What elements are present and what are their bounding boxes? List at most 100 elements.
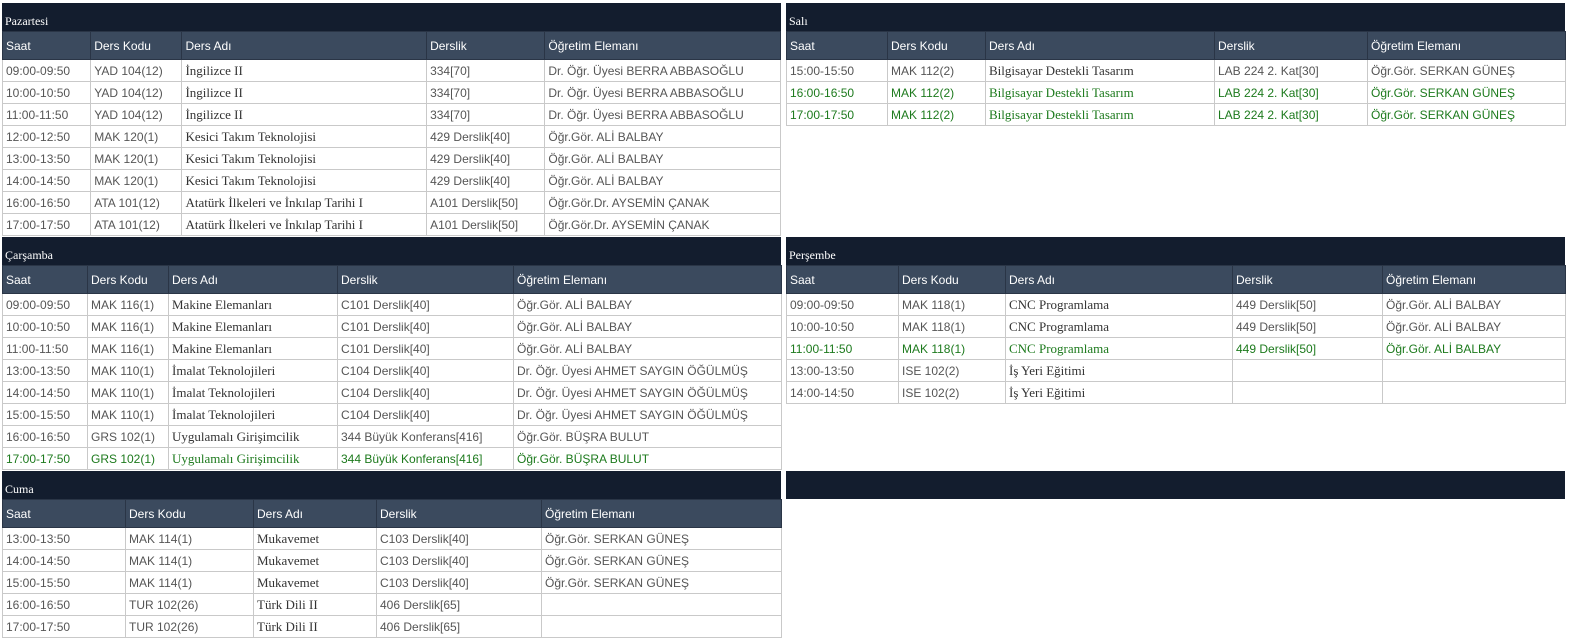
cell-room: C104 Derslik[40] [337, 381, 514, 404]
column-header-teacher: Öğretim Elemanı [544, 31, 781, 60]
cell-code: MAK 118(1) [898, 337, 1006, 360]
cell-teacher: Öğr.Gör. SERKAN GÜNEŞ [541, 549, 782, 572]
cell-room: C103 Derslik[40] [376, 527, 542, 550]
cell-time: 13:00-13:50 [786, 359, 899, 382]
cell-time: 17:00-17:50 [2, 615, 126, 638]
cell-room: 406 Derslik[65] [376, 615, 542, 638]
column-header-room: Derslik [1214, 31, 1368, 60]
table-row: 09:00-09:50 MAK 118(1) CNC Programlama 449 … [786, 293, 1566, 316]
cell-room: A101 Derslik[50] [426, 213, 546, 236]
cell-time: 15:00-15:50 [786, 59, 888, 82]
cell-room: 449 Derslik[50] [1232, 337, 1383, 360]
table-row: 09:00-09:50 MAK 116(1) Makine Elemanları C1… [2, 293, 782, 316]
cell-teacher: Öğr.Gör. BÜŞRA BULUT [513, 447, 782, 470]
cell-teacher: Öğr.Gör. ALİ BALBAY [1382, 337, 1566, 360]
cell-teacher: Dr. Öğr. Üyesi AHMET SAYGIN ÖĞÜLMÜŞ [513, 359, 782, 382]
cell-teacher: Öğr.Gör. SERKAN GÜNEŞ [1367, 59, 1566, 82]
cell-name: Kesici Takım Teknolojisi [181, 147, 428, 170]
column-header-code: Ders Kodu [87, 265, 169, 294]
cell-name: Makine Elemanları [168, 315, 338, 338]
cell-teacher [1382, 381, 1566, 404]
cell-code: MAK 112(2) [887, 81, 986, 104]
column-header-time: Saat [2, 265, 88, 294]
cell-name: Bilgisayar Destekli Tasarım [985, 103, 1215, 126]
cell-code: MAK 118(1) [898, 315, 1006, 338]
table-row: 15:00-15:50 MAK 114(1) Mukavemet C103 Dersl… [2, 571, 782, 594]
cell-room: 429 Derslik[40] [426, 125, 546, 148]
column-header-teacher: Öğretim Elemanı [1382, 265, 1566, 294]
cell-name: İngilizce II [181, 103, 428, 126]
cell-teacher [1382, 359, 1566, 382]
table-row: 17:00-17:50 ATA 101(12) Atatürk İlkeleri v… [1, 213, 781, 236]
cell-name: CNC Programlama [1005, 315, 1233, 338]
cell-room: C103 Derslik[40] [376, 549, 542, 572]
cell-time: 11:00-11:50 [2, 337, 88, 360]
cell-teacher: Dr. Öğr. Üyesi AHMET SAYGIN ÖĞÜLMÜŞ [513, 403, 782, 426]
cell-code: MAK 114(1) [125, 549, 254, 572]
column-header-row: Saat Ders Kodu Ders Adı Derslik Öğretim Elem… [1, 31, 781, 60]
cell-time: 13:00-13:50 [2, 527, 126, 550]
cell-code: MAK 120(1) [90, 147, 183, 170]
cell-code: MAK 116(1) [87, 337, 169, 360]
cell-time: 09:00-09:50 [786, 293, 899, 316]
column-header-row: Saat Ders Kodu Ders Adı Derslik Öğretim Elem… [2, 265, 782, 294]
table-row: 10:00-10:50 MAK 118(1) CNC Programlama 449 … [786, 315, 1566, 338]
schedule-table: Saat Ders Kodu Ders Adı Derslik Öğretim Elem… [2, 265, 782, 470]
cell-time: 16:00-16:50 [2, 593, 126, 616]
table-row: 15:00-15:50 MAK 112(2) Bilgisayar Destekli… [786, 59, 1566, 82]
cell-room: C101 Derslik[40] [337, 315, 514, 338]
column-header-row: Saat Ders Kodu Ders Adı Derslik Öğretim Elem… [786, 265, 1566, 294]
column-header-code: Ders Kodu [90, 31, 183, 60]
cell-name: CNC Programlama [1005, 337, 1233, 360]
column-header-room: Derslik [337, 265, 514, 294]
cell-teacher: Öğr.Gör. SERKAN GÜNEŞ [1367, 81, 1566, 104]
column-header-room: Derslik [1232, 265, 1383, 294]
cell-teacher: Öğr.Gör. ALİ BALBAY [513, 293, 782, 316]
cell-room: LAB 224 2. Kat[30] [1214, 81, 1368, 104]
column-header-teacher: Öğretim Elemanı [541, 499, 782, 528]
column-header-teacher: Öğretim Elemanı [1367, 31, 1566, 60]
day-title: Salı [786, 3, 1565, 31]
cell-time: 13:00-13:50 [1, 147, 92, 170]
cell-code: GRS 102(1) [87, 447, 169, 470]
schedule-table: Saat Ders Kodu Ders Adı Derslik Öğretim Elem… [2, 499, 782, 638]
cell-code: MAK 110(1) [87, 381, 169, 404]
cell-teacher [541, 615, 782, 638]
cell-name: İmalat Teknolojileri [168, 359, 338, 382]
schedule-table: Saat Ders Kodu Ders Adı Derslik Öğretim Elem… [1, 31, 781, 236]
table-row: 14:00-14:50 MAK 114(1) Mukavemet C103 Dersl… [2, 549, 782, 572]
cell-time: 16:00-16:50 [1, 191, 92, 214]
cell-code: YAD 104(12) [90, 59, 183, 82]
cell-time: 10:00-10:50 [2, 315, 88, 338]
day-title: Çarşamba [2, 237, 781, 265]
cell-name: Bilgisayar Destekli Tasarım [985, 81, 1215, 104]
cell-name: İmalat Teknolojileri [168, 403, 338, 426]
cell-room: 344 Büyük Konferans[416] [337, 447, 514, 470]
cell-name: Türk Dili II [253, 615, 377, 638]
cell-room: 449 Derslik[50] [1232, 293, 1383, 316]
table-row: 11:00-11:50 YAD 104(12) İngilizce II 334[70… [1, 103, 781, 126]
cell-teacher: Dr. Öğr. Üyesi AHMET SAYGIN ÖĞÜLMÜŞ [513, 381, 782, 404]
cell-name: İş Yeri Eğitimi [1005, 381, 1233, 404]
cell-time: 16:00-16:50 [786, 81, 888, 104]
cell-time: 17:00-17:50 [1, 213, 92, 236]
cell-time: 11:00-11:50 [1, 103, 92, 126]
cell-name: Türk Dili II [253, 593, 377, 616]
cell-code: TUR 102(26) [125, 593, 254, 616]
cell-name: İngilizce II [181, 81, 428, 104]
cell-name: İngilizce II [181, 59, 428, 82]
cell-room: A101 Derslik[50] [426, 191, 546, 214]
cell-teacher: Öğr.Gör. SERKAN GÜNEŞ [1367, 103, 1566, 126]
table-row: 11:00-11:50 MAK 118(1) CNC Programlama 449 … [786, 337, 1566, 360]
schedule-panel-pazartesi: Pazartesi Saat Ders Kodu Ders Adı Derslik Öğr… [1, 3, 781, 236]
cell-room: 429 Derslik[40] [426, 147, 546, 170]
table-row: 16:00-16:50 MAK 112(2) Bilgisayar Destekli… [786, 81, 1566, 104]
schedule-table: Saat Ders Kodu Ders Adı Derslik Öğretim Elem… [786, 265, 1566, 404]
cell-room [1232, 359, 1383, 382]
cell-name: İmalat Teknolojileri [168, 381, 338, 404]
cell-time: 09:00-09:50 [1, 59, 92, 82]
cell-code: ISE 102(2) [898, 381, 1006, 404]
cell-teacher: Dr. Öğr. Üyesi BERRA ABBASOĞLU [544, 59, 781, 82]
cell-teacher: Öğr.Gör. ALİ BALBAY [544, 125, 781, 148]
cell-teacher: Öğr.Gör. ALİ BALBAY [544, 147, 781, 170]
